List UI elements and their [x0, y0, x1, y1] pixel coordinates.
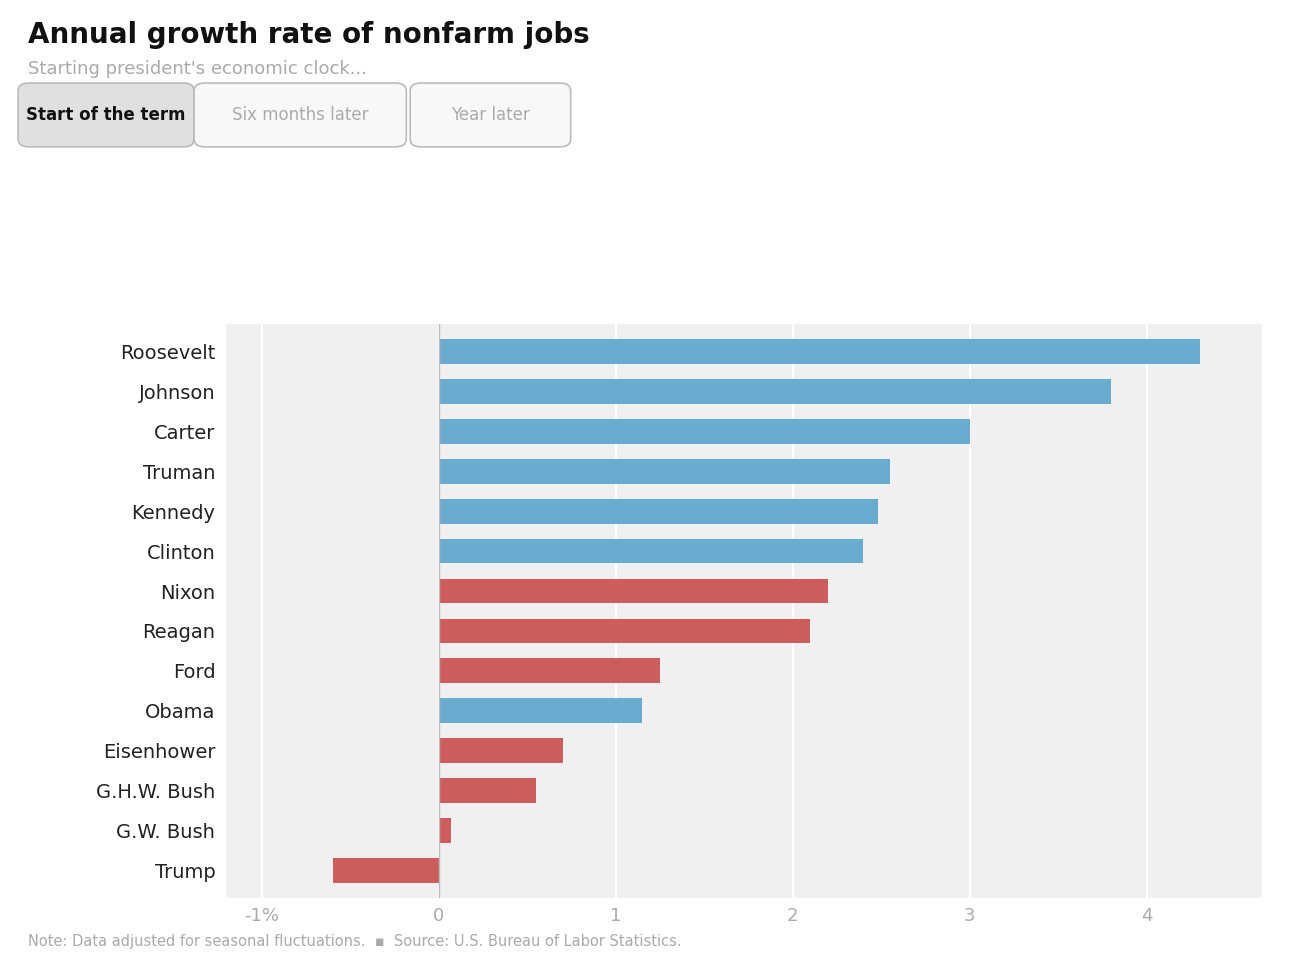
Bar	[439, 498, 877, 524]
Bar	[439, 659, 660, 683]
Bar	[439, 579, 828, 604]
Text: Six months later: Six months later	[232, 106, 369, 124]
Bar	[439, 779, 536, 803]
FancyBboxPatch shape	[18, 83, 194, 147]
Bar	[333, 858, 439, 883]
Bar	[439, 379, 1112, 404]
Bar	[439, 698, 642, 724]
Bar	[439, 539, 863, 563]
Bar	[439, 818, 452, 843]
Bar	[439, 339, 1200, 364]
FancyBboxPatch shape	[410, 83, 571, 147]
Text: Note: Data adjusted for seasonal fluctuations.  ▪  Source: U.S. Bureau of Labor : Note: Data adjusted for seasonal fluctua…	[28, 933, 682, 949]
Bar	[439, 419, 969, 443]
Text: Year later: Year later	[452, 106, 529, 124]
Bar	[439, 618, 810, 643]
FancyBboxPatch shape	[194, 83, 406, 147]
Text: Starting president's economic clock...: Starting president's economic clock...	[28, 60, 367, 78]
Text: Annual growth rate of nonfarm jobs: Annual growth rate of nonfarm jobs	[28, 21, 590, 49]
Text: Start of the term: Start of the term	[26, 106, 186, 124]
Bar	[439, 459, 890, 484]
Bar	[439, 738, 563, 763]
